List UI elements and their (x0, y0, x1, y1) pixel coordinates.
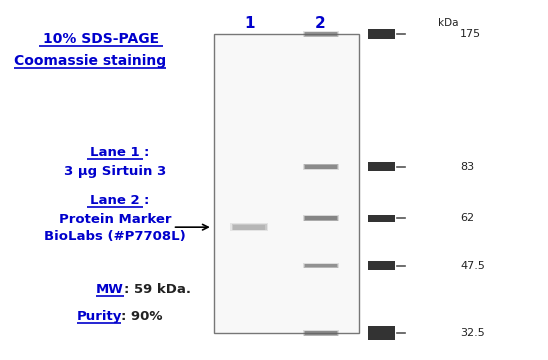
Bar (305, 32, 336, 36)
Text: 175: 175 (460, 29, 482, 39)
Text: Purity: Purity (77, 310, 122, 323)
Text: :: : (143, 194, 149, 207)
Bar (304, 264, 338, 267)
Bar (230, 223, 269, 231)
Bar (304, 32, 338, 37)
Text: Coomassie staining: Coomassie staining (14, 54, 167, 68)
Bar (214, 34, 359, 333)
Text: BioLabs (#P7708L): BioLabs (#P7708L) (44, 230, 186, 243)
Text: kDa: kDa (438, 18, 459, 28)
Text: MW: MW (96, 283, 124, 296)
Text: 62: 62 (460, 213, 475, 223)
Text: 83: 83 (460, 162, 475, 172)
Text: :: : (143, 146, 149, 159)
Text: 3 μg Sirtuin 3: 3 μg Sirtuin 3 (64, 165, 166, 178)
Text: 32.5: 32.5 (460, 328, 485, 338)
Bar (368, 261, 395, 270)
Bar (304, 164, 338, 169)
Bar (302, 31, 339, 37)
Bar (304, 216, 338, 221)
Bar (368, 29, 395, 39)
Text: : 59 kDa.: : 59 kDa. (124, 283, 191, 296)
Text: 1: 1 (244, 16, 255, 31)
Text: 10% SDS-PAGE: 10% SDS-PAGE (43, 32, 159, 46)
Bar (368, 326, 395, 340)
Bar (233, 225, 265, 230)
Bar (304, 330, 338, 336)
Bar (368, 215, 395, 222)
Bar (305, 165, 336, 168)
Bar (305, 216, 336, 220)
Bar (232, 224, 267, 230)
Bar (302, 215, 339, 221)
Text: Lane 1: Lane 1 (90, 146, 140, 159)
Bar (302, 163, 339, 170)
Text: 47.5: 47.5 (460, 261, 485, 271)
Text: Protein Marker: Protein Marker (59, 213, 172, 226)
Bar (305, 264, 336, 267)
Bar (302, 330, 339, 336)
Bar (305, 331, 336, 335)
Bar (368, 162, 395, 171)
Text: : 90%: : 90% (121, 310, 162, 323)
Text: Lane 2: Lane 2 (90, 194, 140, 207)
Text: 2: 2 (315, 16, 326, 31)
Bar (302, 263, 339, 268)
